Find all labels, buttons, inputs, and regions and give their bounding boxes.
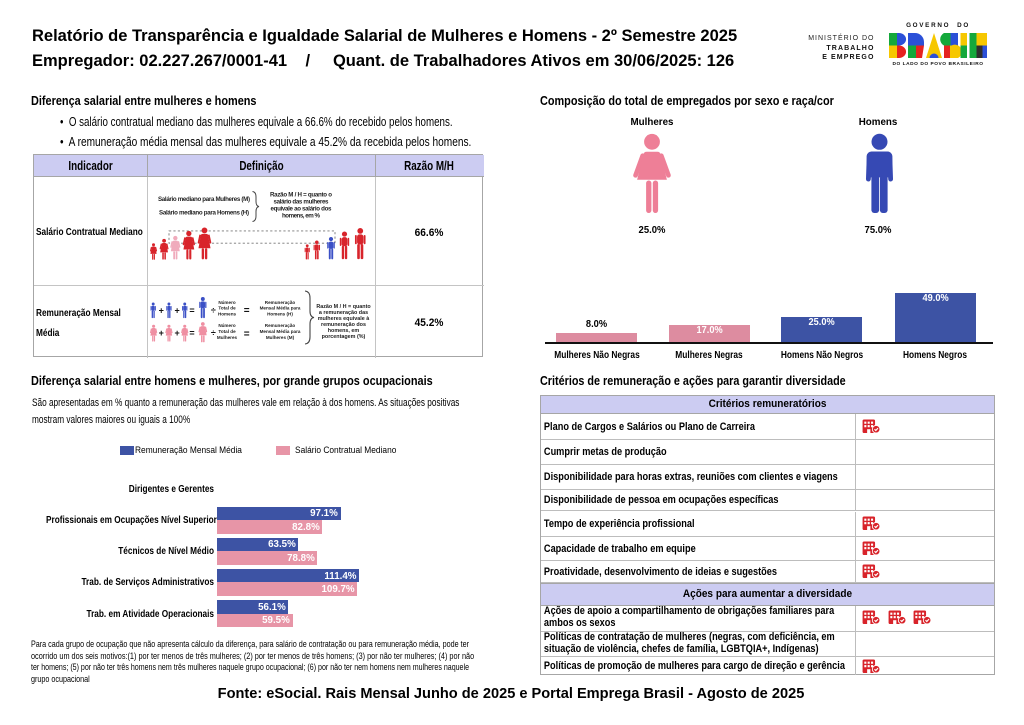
svg-text:Mensal Média para: Mensal Média para: [260, 330, 301, 335]
svg-text:homens, em %: homens, em %: [282, 213, 320, 220]
svg-text:Homens (H): Homens (H): [267, 312, 293, 317]
svg-text:+: +: [174, 306, 179, 316]
svg-text:remuneração dos: remuneração dos: [321, 322, 366, 328]
svg-text:Razão M / H = quanto o: Razão M / H = quanto o: [270, 192, 332, 199]
svg-text:Número: Número: [218, 300, 236, 305]
svg-text:a remuneração das: a remuneração das: [319, 310, 368, 316]
svg-text:equivale ao salário dos: equivale ao salário dos: [270, 206, 332, 213]
svg-text:Total de: Total de: [218, 306, 236, 311]
svg-text:Mensal Média para: Mensal Média para: [260, 306, 301, 311]
svg-text:porcentagem (%): porcentagem (%): [322, 334, 366, 340]
svg-text:=: =: [189, 306, 194, 316]
svg-text:÷: ÷: [211, 328, 216, 338]
svg-text:=: =: [189, 328, 194, 338]
svg-text:Salário mediano para Homens (H: Salário mediano para Homens (H): [159, 210, 249, 217]
svg-text:÷: ÷: [211, 306, 216, 316]
svg-text:Mulheres: Mulheres: [217, 335, 238, 340]
svg-text:Mulheres (M): Mulheres (M): [266, 335, 295, 340]
svg-text:+: +: [159, 328, 164, 338]
svg-text:Razão M / H = quanto: Razão M / H = quanto: [316, 304, 371, 310]
svg-text:Total de: Total de: [218, 330, 236, 335]
svg-text:Homens: Homens: [218, 312, 237, 317]
svg-text:+: +: [159, 306, 164, 316]
svg-text:homens, em: homens, em: [328, 328, 360, 334]
svg-text:=: =: [244, 306, 250, 317]
svg-text:Número: Número: [218, 324, 236, 329]
svg-text:Remuneração: Remuneração: [265, 324, 296, 329]
svg-text:Salário mediano para Mulheres: Salário mediano para Mulheres (M): [158, 196, 250, 203]
svg-text:+: +: [174, 328, 179, 338]
svg-text:=: =: [244, 329, 250, 340]
svg-text:salário das mulheres: salário das mulheres: [273, 199, 329, 206]
svg-text:mulheres equivale à: mulheres equivale à: [318, 316, 371, 322]
svg-text:Remuneração: Remuneração: [265, 300, 296, 305]
